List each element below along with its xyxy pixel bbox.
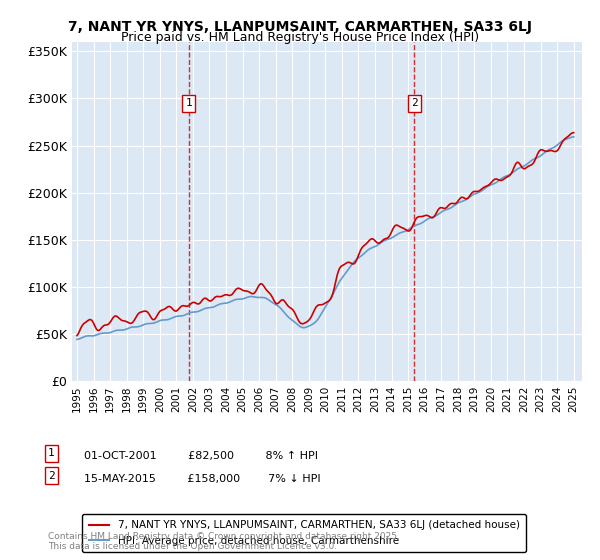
- Text: Price paid vs. HM Land Registry's House Price Index (HPI): Price paid vs. HM Land Registry's House …: [121, 31, 479, 44]
- Text: 15-MAY-2015         £158,000        7% ↓ HPI: 15-MAY-2015 £158,000 7% ↓ HPI: [84, 474, 320, 484]
- Text: 1: 1: [48, 449, 55, 459]
- Legend: 7, NANT YR YNYS, LLANPUMSAINT, CARMARTHEN, SA33 6LJ (detached house), HPI: Avera: 7, NANT YR YNYS, LLANPUMSAINT, CARMARTHE…: [82, 514, 526, 552]
- Text: Contains HM Land Registry data © Crown copyright and database right 2025.
This d: Contains HM Land Registry data © Crown c…: [48, 532, 400, 552]
- Text: 01-OCT-2001         £82,500         8% ↑ HPI: 01-OCT-2001 £82,500 8% ↑ HPI: [84, 451, 318, 461]
- Text: 2: 2: [411, 98, 418, 108]
- Text: 2: 2: [48, 471, 55, 481]
- Text: 7, NANT YR YNYS, LLANPUMSAINT, CARMARTHEN, SA33 6LJ: 7, NANT YR YNYS, LLANPUMSAINT, CARMARTHE…: [68, 20, 532, 34]
- Text: 1: 1: [185, 98, 192, 108]
